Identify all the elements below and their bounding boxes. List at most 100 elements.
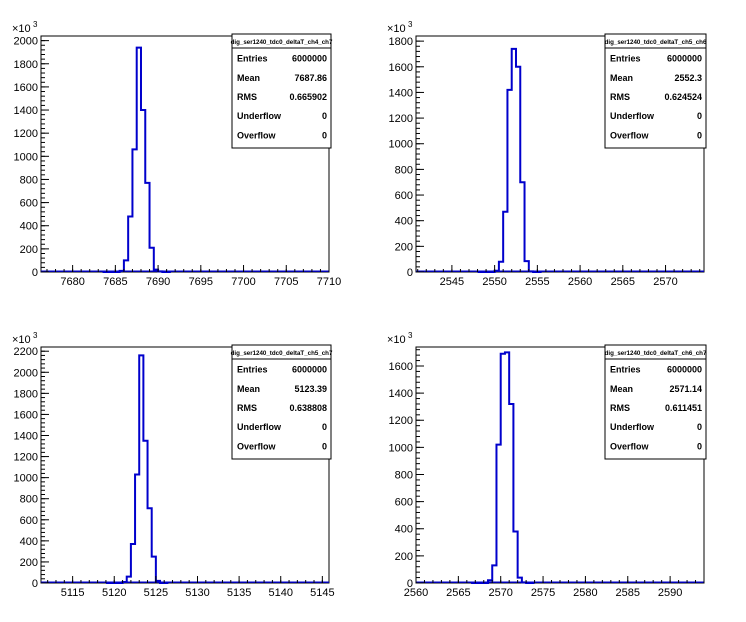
x-tick-label: 5140	[268, 587, 292, 599]
y-tick-label: 2000	[14, 367, 38, 379]
stats-box	[604, 344, 707, 460]
y-tick-label: 1600	[389, 62, 413, 74]
y-tick-label: 1200	[389, 113, 413, 125]
stats-value: 0	[697, 130, 702, 140]
histogram-pad-ch6-ch7: 2560 2565 2570 2575 2580 2585 2590 0 200 400 600 80…	[387, 331, 707, 599]
stats-box	[231, 344, 332, 460]
histogram-pad-ch5-ch6: 2545 2550 2555 2560 2565 2570 0 200 400 600 800 100…	[387, 20, 707, 288]
stats-label: Mean	[610, 73, 633, 83]
x-tick-label: 7690	[146, 276, 170, 288]
stats-value: 0.665902	[289, 92, 327, 102]
y-tick-label: 2000	[14, 36, 38, 48]
x-tick-label: 7680	[60, 276, 84, 288]
stats-label: Entries	[237, 365, 268, 375]
stats-label: Mean	[610, 384, 633, 394]
stats-label: Entries	[610, 54, 641, 64]
y-tick-label: 1200	[389, 415, 413, 427]
y-tick-label: 200	[20, 244, 38, 256]
histogram-pad-ch5-ch7: 5115 5120 5125 5130 5135 5140 5145 0 200 400 600 80…	[12, 331, 335, 599]
stats-histogram-name: dig_ser1240_tdc0_deltaT_ch5_ch7	[231, 350, 333, 357]
stats-value: 0	[697, 111, 702, 121]
stats-value: 2552.3	[674, 73, 702, 83]
x-tick-label: 7695	[189, 276, 213, 288]
y-tick-label: 1200	[14, 128, 38, 140]
stats-value: 0	[322, 441, 327, 451]
x-tick-label: 2555	[525, 276, 549, 288]
stats-value: 0	[697, 422, 702, 432]
stats-value: 6000000	[667, 365, 702, 375]
stats-value: 0.611451	[665, 403, 702, 413]
stats-histogram-name: dig_ser1240_tdc0_deltaT_ch6_ch7	[605, 350, 707, 357]
y-tick-label: 800	[20, 174, 38, 186]
y-tick-label: 1400	[389, 87, 413, 99]
stats-label: Overflow	[610, 130, 650, 140]
y-axis-multiplier-exponent: 3	[33, 20, 38, 29]
y-tick-label: 600	[395, 190, 413, 202]
stats-label: Overflow	[237, 130, 277, 140]
y-tick-label: 200	[395, 241, 413, 253]
x-tick-label: 2560	[404, 587, 428, 599]
stats-value: 0	[697, 441, 702, 451]
x-tick-label: 7710	[317, 276, 341, 288]
histogram-line	[477, 47, 542, 273]
y-tick-label: 1400	[14, 431, 38, 443]
x-tick-label: 2570	[488, 587, 512, 599]
y-axis-multiplier: ×10	[12, 334, 31, 346]
x-tick-label: 2550	[482, 276, 506, 288]
x-tick-label: 2565	[446, 587, 470, 599]
stats-label: Mean	[237, 73, 260, 83]
y-tick-label: 1600	[14, 82, 38, 94]
stats-label: Underflow	[610, 422, 655, 432]
stats-label: Underflow	[237, 422, 282, 432]
histogram-line	[471, 351, 535, 584]
y-axis-multiplier-exponent: 3	[33, 331, 38, 340]
x-tick-label: 2575	[531, 587, 555, 599]
x-tick-label: 7700	[231, 276, 255, 288]
stats-label: RMS	[610, 92, 630, 102]
x-tick-label: 2565	[611, 276, 635, 288]
y-tick-label: 1000	[14, 473, 38, 485]
x-tick-label: 2585	[616, 587, 640, 599]
x-tick-label: 2570	[653, 276, 677, 288]
plot-frame	[40, 35, 330, 273]
stats-label: Entries	[610, 365, 641, 375]
y-tick-label: 0	[407, 267, 413, 279]
y-axis-multiplier: ×10	[387, 23, 406, 35]
y-tick-label: 1000	[389, 442, 413, 454]
stats-value: 6000000	[292, 54, 327, 64]
y-tick-label: 1200	[14, 452, 38, 464]
y-tick-label: 1400	[14, 105, 38, 117]
y-tick-label: 400	[395, 524, 413, 536]
x-tick-label: 2545	[440, 276, 464, 288]
stats-label: Overflow	[610, 441, 650, 451]
y-tick-label: 1800	[389, 36, 413, 48]
y-tick-label: 200	[395, 551, 413, 563]
stats-value: 6000000	[667, 54, 702, 64]
x-tick-label: 2560	[568, 276, 592, 288]
stats-histogram-name: dig_ser1240_tdc0_deltaT_ch5_ch6	[605, 39, 707, 46]
y-tick-label: 2200	[14, 346, 38, 358]
stats-histogram-name: dig_ser1240_tdc0_deltaT_ch4_ch7	[231, 39, 333, 46]
stats-box	[231, 33, 332, 149]
x-tick-label: 7685	[103, 276, 127, 288]
y-axis-multiplier-exponent: 3	[408, 331, 413, 340]
stats-label: Overflow	[237, 441, 277, 451]
stats-label: Entries	[237, 54, 268, 64]
x-tick-label: 5135	[227, 587, 251, 599]
stats-box	[604, 33, 707, 149]
y-tick-label: 0	[32, 578, 38, 590]
y-axis-multiplier-exponent: 3	[408, 20, 413, 29]
stats-label: RMS	[237, 92, 257, 102]
histogram-line	[102, 46, 171, 273]
y-tick-label: 1800	[14, 388, 38, 400]
y-tick-label: 600	[20, 198, 38, 210]
y-tick-label: 1600	[14, 409, 38, 421]
stats-value: 0	[322, 422, 327, 432]
y-tick-label: 0	[407, 578, 413, 590]
stats-value: 0.638808	[289, 403, 327, 413]
stats-label: Mean	[237, 384, 260, 394]
y-tick-label: 1000	[389, 139, 413, 151]
y-tick-label: 400	[395, 216, 413, 228]
y-tick-label: 400	[20, 536, 38, 548]
